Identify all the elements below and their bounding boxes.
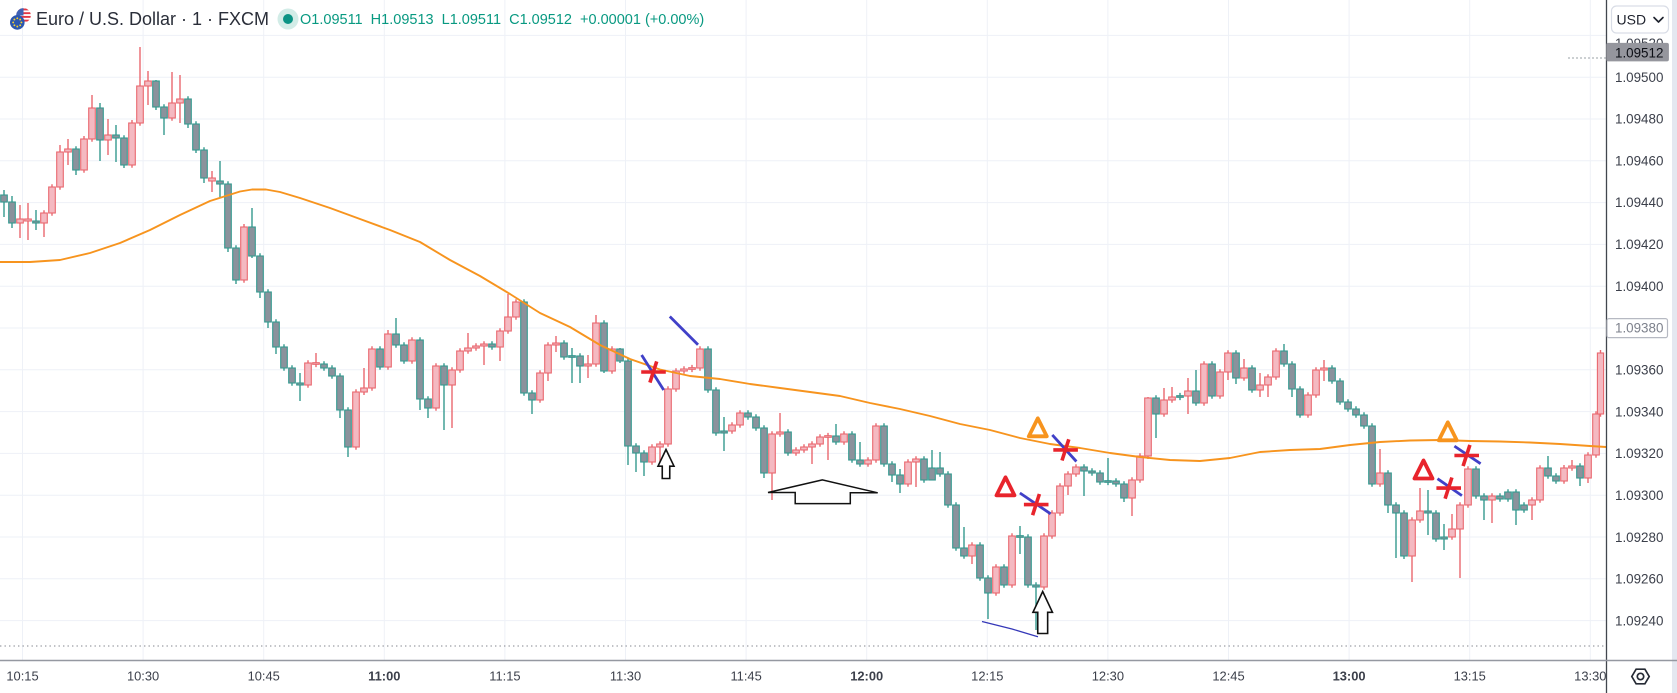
svg-text:1.09360: 1.09360 bbox=[1615, 363, 1663, 378]
svg-text:1.09380: 1.09380 bbox=[1615, 321, 1663, 336]
svg-text:USD: USD bbox=[1617, 12, 1647, 28]
svg-text:1.09340: 1.09340 bbox=[1615, 404, 1663, 419]
svg-text:1.09280: 1.09280 bbox=[1615, 530, 1663, 545]
svg-text:11:15: 11:15 bbox=[489, 669, 520, 684]
svg-text:12:30: 12:30 bbox=[1092, 669, 1124, 684]
svg-text:1.09320: 1.09320 bbox=[1615, 446, 1663, 461]
svg-text:10:45: 10:45 bbox=[248, 669, 280, 684]
svg-text:1.09400: 1.09400 bbox=[1615, 279, 1663, 294]
svg-text:1.09512: 1.09512 bbox=[1615, 45, 1663, 60]
svg-text:10:30: 10:30 bbox=[127, 669, 159, 684]
svg-text:10:15: 10:15 bbox=[6, 669, 38, 684]
svg-text:11:45: 11:45 bbox=[730, 669, 761, 684]
svg-text:1.09460: 1.09460 bbox=[1615, 153, 1663, 168]
svg-text:1.09500: 1.09500 bbox=[1615, 70, 1663, 85]
svg-text:13:15: 13:15 bbox=[1454, 669, 1486, 684]
svg-text:13:30: 13:30 bbox=[1574, 669, 1606, 684]
svg-text:13:00: 13:00 bbox=[1333, 669, 1366, 684]
svg-text:12:15: 12:15 bbox=[971, 669, 1003, 684]
svg-text:1.09240: 1.09240 bbox=[1615, 613, 1663, 628]
svg-text:1.09480: 1.09480 bbox=[1615, 112, 1663, 127]
svg-text:1.09440: 1.09440 bbox=[1615, 195, 1663, 210]
svg-text:1.09260: 1.09260 bbox=[1615, 572, 1663, 587]
svg-text:1.09420: 1.09420 bbox=[1615, 237, 1663, 252]
svg-text:O1.09511 H1.09513 L1.09511: O1.09511 H1.09513 L1.09511 C1.09512 +0.0… bbox=[300, 12, 704, 28]
svg-text:Euro / U.S. Dollar · 1 · FXCM: Euro / U.S. Dollar · 1 · FXCM bbox=[36, 9, 269, 29]
svg-text:12:45: 12:45 bbox=[1212, 669, 1244, 684]
svg-text:11:00: 11:00 bbox=[368, 669, 400, 684]
svg-text:12:00: 12:00 bbox=[850, 669, 883, 684]
svg-text:1.09300: 1.09300 bbox=[1615, 488, 1663, 503]
svg-text:11:30: 11:30 bbox=[610, 669, 641, 684]
